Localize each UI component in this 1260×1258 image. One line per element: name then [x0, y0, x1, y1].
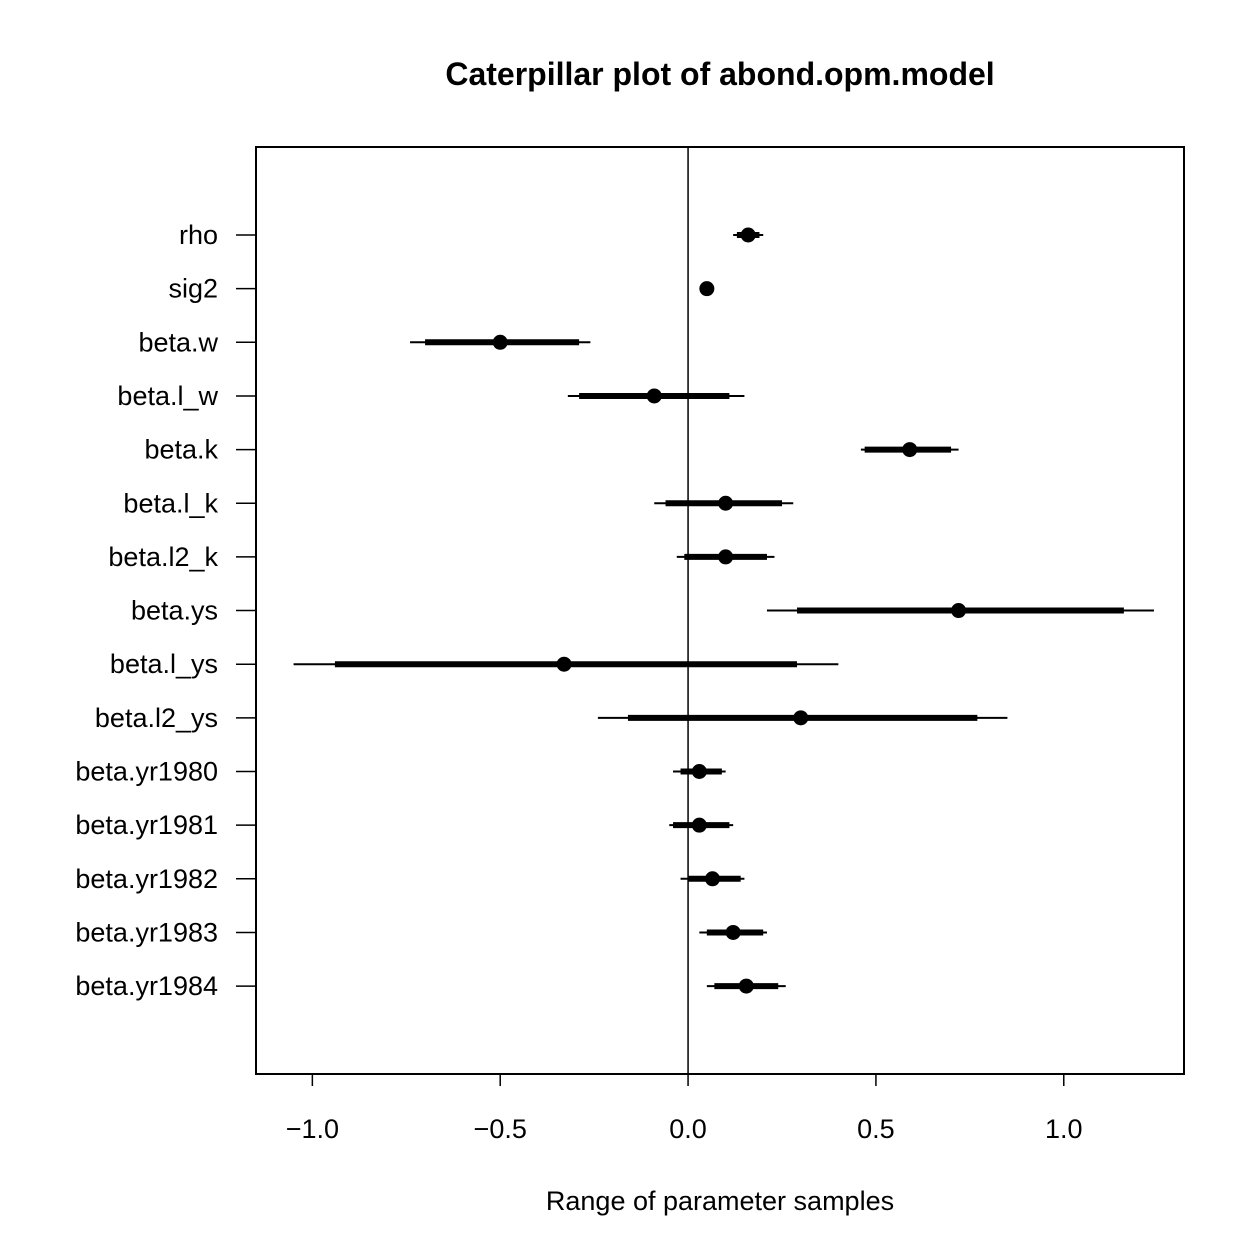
x-axis-ticks: −1.0 −0.5 0.0 0.5 1.0	[286, 1074, 1083, 1144]
median-point	[718, 495, 734, 511]
parameter-labels: rho sig2 beta.w beta.l_w beta.k beta.l_k beta.…	[75, 220, 256, 1001]
parameter-label: beta.l2_ys	[95, 703, 218, 733]
median-point	[793, 710, 809, 726]
parameter-label: beta.k	[144, 435, 218, 465]
median-point	[725, 924, 741, 940]
parameter-label: rho	[179, 220, 218, 250]
median-point	[738, 978, 754, 994]
median-point	[691, 817, 707, 833]
median-point	[718, 549, 734, 565]
median-point	[699, 281, 715, 297]
x-tick-label: 1.0	[1045, 1114, 1083, 1144]
median-point	[902, 442, 918, 458]
median-point	[740, 227, 756, 243]
x-tick-label: −1.0	[286, 1114, 339, 1144]
median-point	[556, 656, 572, 672]
x-tick-label: −0.5	[474, 1114, 527, 1144]
x-axis-label: Range of parameter samples	[546, 1186, 894, 1216]
parameter-intervals	[293, 227, 1154, 994]
parameter-label: beta.l2_k	[108, 542, 218, 572]
parameter-label: beta.l_k	[123, 488, 218, 518]
parameter-label: beta.yr1980	[75, 757, 218, 787]
parameter-label: beta.yr1983	[75, 917, 218, 947]
parameter-label: beta.ys	[131, 596, 218, 626]
median-point	[704, 871, 720, 887]
parameter-label: beta.l_ys	[110, 649, 218, 679]
parameter-label: beta.yr1981	[75, 810, 218, 840]
parameter-label: beta.yr1984	[75, 971, 218, 1001]
x-tick-label: 0.5	[857, 1114, 895, 1144]
median-point	[951, 603, 967, 619]
median-point	[691, 764, 707, 779]
parameter-label: beta.w	[138, 327, 218, 357]
x-tick-label: 0.0	[669, 1114, 707, 1144]
parameter-label: sig2	[168, 274, 218, 304]
parameter-label: beta.yr1982	[75, 864, 218, 894]
median-point	[492, 334, 508, 350]
parameter-label: beta.l_w	[117, 381, 218, 411]
median-point	[646, 388, 662, 404]
chart-title: Caterpillar plot of abond.opm.model	[445, 56, 994, 92]
